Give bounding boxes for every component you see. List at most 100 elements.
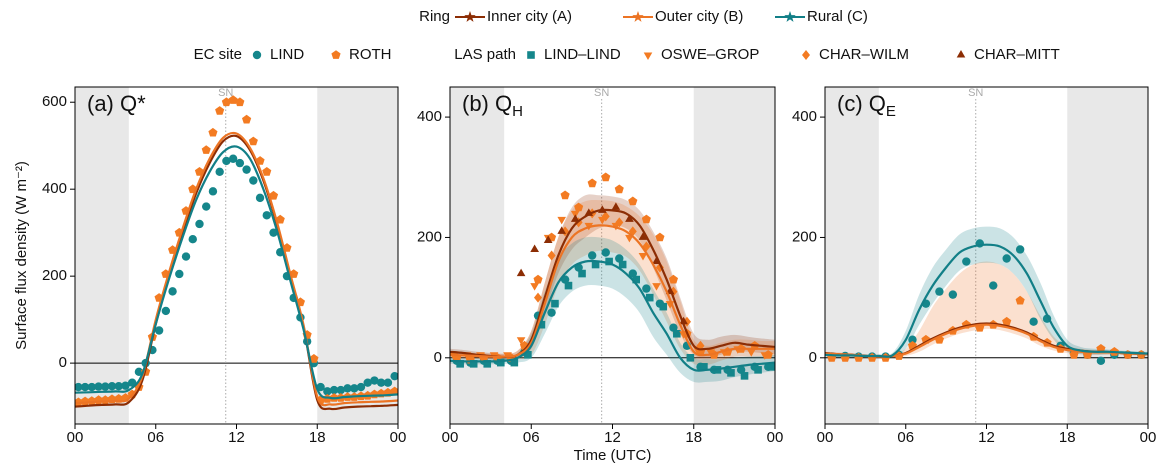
uncertainty-band xyxy=(825,261,1148,359)
point xyxy=(456,360,464,368)
point xyxy=(101,382,110,391)
point xyxy=(605,257,613,266)
point xyxy=(248,136,258,146)
point xyxy=(516,337,526,345)
night-shade xyxy=(317,87,398,424)
y-tick-label: 0 xyxy=(809,349,817,366)
point xyxy=(175,269,184,279)
point xyxy=(560,190,570,200)
panel-title-main: (c) Q xyxy=(837,91,886,116)
point xyxy=(655,232,665,242)
point xyxy=(564,281,573,290)
point xyxy=(669,323,678,332)
point xyxy=(760,352,770,360)
legend-label: ROTH xyxy=(349,46,392,63)
point xyxy=(740,372,749,380)
point xyxy=(673,329,681,338)
point xyxy=(767,363,775,371)
point xyxy=(587,178,597,188)
point xyxy=(235,158,245,168)
point xyxy=(75,382,83,392)
y-tick-label: 200 xyxy=(792,228,817,245)
point xyxy=(628,269,638,278)
point xyxy=(121,381,130,390)
point xyxy=(601,211,610,222)
point xyxy=(161,306,171,316)
x-tick-label: 06 xyxy=(147,429,164,446)
x-tick-label: 06 xyxy=(523,429,540,446)
legend-title: EC site xyxy=(194,46,242,63)
point xyxy=(1002,316,1012,326)
point xyxy=(249,176,258,185)
point xyxy=(700,363,708,371)
point xyxy=(114,381,123,391)
panel: SN 0 200 400 600 00 06 12 18 00 (a) Q* Surface flux… xyxy=(13,86,407,446)
x-tick-label: 00 xyxy=(817,429,834,446)
point xyxy=(747,349,756,357)
point xyxy=(533,274,543,284)
panel-title: (c) QE xyxy=(837,91,896,120)
x-tick-label: 00 xyxy=(67,429,84,446)
night-shade xyxy=(1067,87,1148,424)
point xyxy=(336,385,346,395)
point xyxy=(935,287,944,296)
point xyxy=(390,371,398,381)
legend-label: LIND–LIND xyxy=(544,46,621,63)
point xyxy=(1029,317,1038,326)
night-shade xyxy=(75,87,129,424)
point xyxy=(483,360,492,368)
point xyxy=(601,248,610,257)
panel-title-sub: H xyxy=(512,103,523,120)
point xyxy=(727,369,735,377)
point xyxy=(262,167,272,176)
point xyxy=(1015,245,1025,254)
point xyxy=(601,172,611,182)
night-shade xyxy=(450,87,505,424)
point xyxy=(252,50,262,60)
panel-title-sub: E xyxy=(886,103,896,120)
point xyxy=(221,97,231,107)
point xyxy=(376,378,386,387)
y-tick-label: 200 xyxy=(42,267,67,284)
point xyxy=(215,167,224,176)
solar-noon-label: SN xyxy=(594,87,609,99)
point xyxy=(1002,254,1011,263)
legend-item: ROTH xyxy=(331,46,392,63)
point xyxy=(551,299,559,308)
x-tick-label: 18 xyxy=(1059,429,1076,446)
point xyxy=(188,234,197,244)
panel: SN 0 200 400 00 06 12 18 00 (c) QE xyxy=(792,86,1156,446)
y-tick-label: 200 xyxy=(417,228,442,245)
point xyxy=(275,214,285,224)
x-tick-label: 00 xyxy=(767,429,784,446)
point xyxy=(736,365,746,375)
point xyxy=(659,302,668,311)
point xyxy=(87,382,97,392)
panel-title-main: (b) Q xyxy=(462,91,512,116)
point xyxy=(309,354,319,363)
point xyxy=(754,366,762,374)
legend-item: CHAR–WILM xyxy=(802,46,909,63)
legend-item: Rural (C) xyxy=(775,8,868,25)
y-tick-label: 0 xyxy=(59,354,67,371)
point xyxy=(643,52,653,60)
x-tick-label: 06 xyxy=(897,429,914,446)
point xyxy=(686,354,695,362)
point xyxy=(641,214,651,224)
x-tick-label: 00 xyxy=(390,429,407,446)
series-line xyxy=(75,134,398,411)
panel-title: (b) QH xyxy=(462,91,523,120)
point xyxy=(611,202,621,210)
point xyxy=(329,385,339,395)
point xyxy=(1096,344,1106,353)
point xyxy=(496,358,505,367)
point xyxy=(94,382,103,391)
series-line xyxy=(75,145,398,400)
solar-noon-label: SN xyxy=(218,87,233,99)
point xyxy=(962,257,971,266)
point xyxy=(570,214,580,222)
legend-item: Outer city (B) xyxy=(623,8,743,25)
legend-item: LIND–LIND xyxy=(527,46,621,63)
point xyxy=(530,283,539,291)
